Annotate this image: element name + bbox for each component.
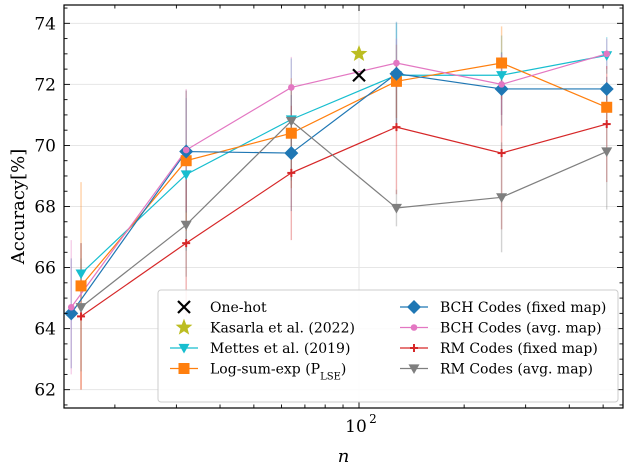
legend-marker-log-sum-exp-p-lse [178,363,190,374]
y-tick-label: 62 [34,381,56,401]
legend-marker-kasarla-et-al-2022 [175,318,193,335]
series-line-bch-codes-fixed-map [70,73,607,314]
legend-item-one-hot: One-hot [177,300,267,316]
legend-label: Mettes et al. (2019) [210,341,350,357]
y-tick-label: 66 [34,259,56,279]
legend-item-kasarla-et-al-2022: Kasarla et al. (2022) [175,318,355,337]
data-point-bch-codes-fixed-map [284,146,299,161]
legend-item-mettes-et-al-2019: Mettes et al. (2019) [170,341,350,357]
data-point-one-hot [352,68,366,82]
data-point-bch-codes-fixed-map [389,66,404,81]
data-point-bch-codes-fixed-map [494,81,509,96]
legend-marker-bch-codes-avg-map [410,324,418,331]
data-point-log-sum-exp-p-lse [601,101,613,113]
y-tick-label: 68 [34,198,56,218]
data-point-log-sum-exp-p-lse [180,155,192,167]
legend-label: One-hot [210,300,267,316]
data-point-bch-codes-fixed-map [64,306,79,321]
data-point-rm-codes-fixed-map [182,239,191,248]
data-point-rm-codes-fixed-map [602,120,611,129]
data-point-rm-codes-fixed-map [287,168,296,177]
legend-item-log-sum-exp-p-lse: Log-sum-exp (PLSE) [170,362,346,383]
data-point-rm-codes-avg-map [75,303,87,313]
x-tick-label-exponent: 2 [369,412,377,426]
series-line-mettes-et-al-2019 [80,54,607,275]
legend-label: Log-sum-exp (PLSE) [210,362,346,383]
data-point-log-sum-exp-p-lse [75,280,87,292]
series-markers [64,45,614,321]
legend-marker-bch-codes-fixed-map [407,300,421,314]
series-lines [70,53,607,317]
data-point-bch-codes-avg-map [393,59,400,67]
legend: One-hot Kasarla et al. (2022) Mettes et al… [157,289,619,403]
data-point-bch-codes-avg-map [182,146,190,154]
data-point-mettes-et-al-2019 [496,71,508,81]
legend-marker-mettes-et-al-2019 [178,343,190,354]
data-point-bch-codes-avg-map [603,50,611,58]
legend-label: RM Codes (avg. map) [440,362,593,378]
data-point-log-sum-exp-p-lse [285,127,297,139]
y-axis-label: Accuracy[%] [8,149,29,266]
data-point-bch-codes-avg-map [498,81,505,88]
data-point-rm-codes-avg-map [285,116,297,127]
y-tick-label: 70 [34,136,56,156]
y-tick-label: 74 [34,14,56,34]
series-line-rm-codes-avg-map [80,120,607,308]
y-tick-label: 72 [34,75,56,95]
data-point-rm-codes-fixed-map [77,312,86,321]
data-point-mettes-et-al-2019 [75,269,87,280]
legend-label: BCH Codes (avg. map) [440,321,602,337]
legend-marker-one-hot [177,300,191,314]
data-point-log-sum-exp-p-lse [496,57,508,69]
data-point-rm-codes-fixed-map [497,149,506,158]
data-point-rm-codes-avg-map [390,203,402,214]
series-line-rm-codes-fixed-map [80,123,607,317]
grid [64,5,623,408]
data-point-mettes-et-al-2019 [180,170,192,180]
data-point-bch-codes-avg-map [288,84,295,91]
series-line-bch-codes-avg-map [70,53,607,308]
data-point-log-sum-exp-p-lse [390,75,402,87]
data-point-bch-codes-fixed-map [599,81,614,96]
y-tick-label: 64 [34,320,56,340]
data-point-rm-codes-avg-map [496,193,508,203]
data-point-rm-codes-fixed-map [392,123,401,132]
axes: 62 64 66 68 70 72 74 10 2 n Accuracy[%] [8,4,624,467]
x-axis-label: n [338,446,350,467]
legend-label: RM Codes (fixed map) [440,341,598,357]
legend-item-bch-codes-avg-map: BCH Codes (avg. map) [400,321,602,337]
data-point-rm-codes-avg-map [601,147,613,158]
legend-item-bch-codes-fixed-map: BCH Codes (fixed map) [400,300,606,316]
series-line-log-sum-exp-p-lse [80,62,607,287]
x-tick-label: 10 [345,417,367,437]
data-point-bch-codes-avg-map [67,303,75,311]
legend-item-rm-codes-fixed-map: RM Codes (fixed map) [400,341,598,357]
data-point-kasarla-et-al-2022 [350,45,368,62]
legend-box [157,289,619,403]
legend-label: BCH Codes (fixed map) [440,300,606,316]
legend-marker-rm-codes-fixed-map [410,344,418,352]
legend-label: Kasarla et al. (2022) [210,321,355,337]
legend-marker-rm-codes-avg-map [408,364,420,374]
data-point-rm-codes-avg-map [180,220,192,231]
legend-item-rm-codes-avg-map: RM Codes (avg. map) [400,362,593,378]
